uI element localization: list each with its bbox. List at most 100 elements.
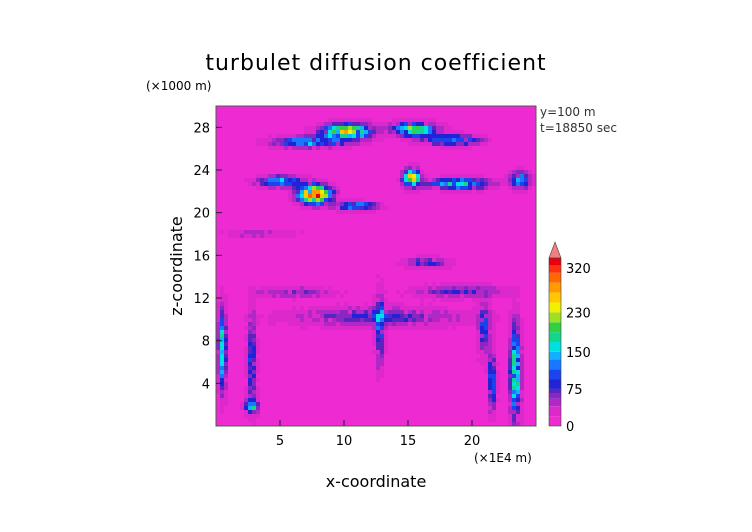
heatmap-cell [268,178,273,183]
heatmap-cell [364,214,369,219]
heatmap-cell [324,130,329,135]
heatmap-cell [456,154,461,159]
heatmap-cell [312,234,317,239]
heatmap-cell [356,314,361,319]
heatmap-cell [492,154,497,159]
heatmap-cell [268,322,273,327]
heatmap-cell [244,282,249,287]
heatmap-cell [384,118,389,123]
heatmap-cell [396,142,401,147]
heatmap-cell [228,270,233,275]
heatmap-cell [464,302,469,307]
heatmap-cell [440,130,445,135]
heatmap-cell [504,114,509,119]
heatmap-cell [464,178,469,183]
heatmap-cell [500,306,505,311]
heatmap-cell [524,334,529,339]
heatmap-cell [232,326,237,331]
heatmap-cell [436,178,441,183]
heatmap-cell [468,122,473,127]
heatmap-cell [492,174,497,179]
heatmap-cell [356,142,361,147]
heatmap-cell [476,178,481,183]
heatmap-cell [512,134,517,139]
heatmap-cell [292,298,297,303]
heatmap-cell [264,326,269,331]
heatmap-cell [376,182,381,187]
heatmap-cell [220,150,225,155]
heatmap-cell [516,206,521,211]
heatmap-cell [492,170,497,175]
heatmap-cell [492,210,497,215]
heatmap-cell [460,182,465,187]
heatmap-cell [296,310,301,315]
heatmap-cell [512,254,517,259]
heatmap-cell [524,322,529,327]
heatmap-cell [408,166,413,171]
heatmap-cell [520,342,525,347]
heatmap-cell [300,254,305,259]
heatmap-cell [444,218,449,223]
heatmap-cell [324,326,329,331]
heatmap-cell [404,218,409,223]
heatmap-cell [332,206,337,211]
heatmap-cell [528,182,533,187]
heatmap-cell [256,342,261,347]
heatmap-cell [300,126,305,131]
heatmap-cell [352,298,357,303]
heatmap-cell [244,354,249,359]
heatmap-cell [448,326,453,331]
heatmap-cell [296,266,301,271]
heatmap-cell [468,346,473,351]
heatmap-cell [376,110,381,115]
heatmap-cell [504,190,509,195]
heatmap-cell [444,118,449,123]
heatmap-cell [224,170,229,175]
heatmap-cell [440,206,445,211]
heatmap-cell [280,238,285,243]
heatmap-cell [340,274,345,279]
heatmap-cell [324,110,329,115]
heatmap-cell [464,266,469,271]
heatmap-cell [328,314,333,319]
heatmap-cell [308,254,313,259]
heatmap-cell [524,246,529,251]
heatmap-cell [528,202,533,207]
heatmap-cell [448,346,453,351]
heatmap-cell [368,194,373,199]
heatmap-cell [276,194,281,199]
heatmap-cell [292,214,297,219]
heatmap-cell [492,238,497,243]
heatmap-cell [444,154,449,159]
heatmap-cell [280,182,285,187]
heatmap-cell [388,130,393,135]
heatmap-cell [420,258,425,263]
heatmap-cell [328,242,333,247]
heatmap-cell [232,270,237,275]
heatmap-cell [436,342,441,347]
heatmap-cell [464,294,469,299]
heatmap-cell [408,170,413,175]
heatmap-cell [416,282,421,287]
heatmap-cell [236,250,241,255]
heatmap-cell [476,114,481,119]
heatmap-cell [404,334,409,339]
heatmap-cell [496,350,501,355]
heatmap-cell [368,214,373,219]
heatmap-cell [508,322,513,327]
heatmap-cell [324,218,329,223]
heatmap-cell [512,246,517,251]
heatmap-cell [372,194,377,199]
heatmap-cell [324,158,329,163]
heatmap-cell [332,150,337,155]
heatmap-cell [372,226,377,231]
heatmap-cell [476,318,481,323]
heatmap-cell [280,250,285,255]
heatmap-cell [468,190,473,195]
heatmap-cell [400,222,405,227]
heatmap-cell [508,142,513,147]
heatmap-cell [504,122,509,127]
heatmap-cell [380,318,385,323]
heatmap-cell [324,114,329,119]
heatmap-cell [408,134,413,139]
